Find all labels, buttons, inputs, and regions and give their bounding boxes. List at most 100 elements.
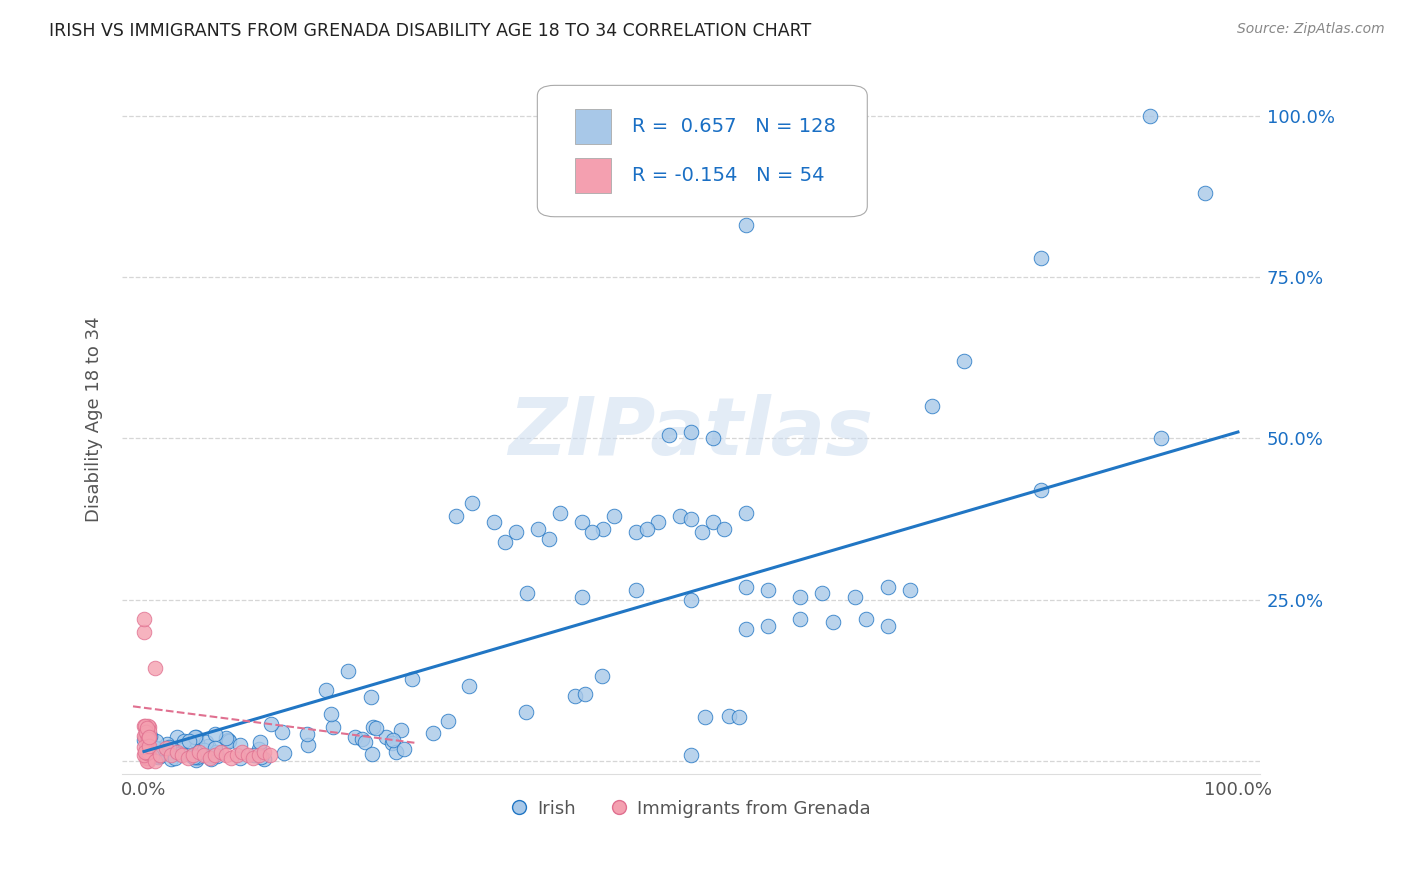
Point [658, 428, 681, 442]
Point [515, 705, 537, 719]
Point [166, 730, 188, 744]
Point [159, 740, 181, 755]
Point [679, 592, 702, 607]
Point [898, 583, 921, 598]
Point [218, 734, 240, 748]
FancyBboxPatch shape [575, 158, 612, 194]
Point [375, 730, 398, 744]
Point [138, 724, 160, 739]
Point [170, 747, 193, 761]
Point [823, 615, 845, 630]
Point [200, 752, 222, 766]
Point [647, 516, 669, 530]
Point [136, 746, 159, 760]
Point [581, 524, 603, 539]
Point [186, 750, 208, 764]
Point [198, 751, 221, 765]
Point [150, 740, 173, 755]
Point [136, 731, 159, 745]
Point [136, 732, 159, 747]
Point [179, 734, 201, 748]
Point [695, 710, 717, 724]
Point [229, 738, 252, 752]
Point [143, 660, 166, 674]
Point [204, 741, 226, 756]
Point [134, 729, 156, 743]
Point [322, 721, 344, 735]
Point [461, 496, 484, 510]
Point [603, 508, 626, 523]
Point [756, 618, 779, 632]
Point [574, 687, 596, 701]
Point [231, 745, 253, 759]
Point [679, 425, 702, 439]
Point [183, 750, 205, 764]
Point [204, 726, 226, 740]
Point [138, 732, 160, 747]
Point [184, 753, 207, 767]
Point [361, 719, 384, 733]
Point [364, 721, 387, 735]
Point [186, 736, 208, 750]
Point [215, 731, 238, 745]
Point [136, 746, 159, 760]
Text: IRISH VS IMMIGRANTS FROM GRENADA DISABILITY AGE 18 TO 34 CORRELATION CHART: IRISH VS IMMIGRANTS FROM GRENADA DISABIL… [49, 22, 811, 40]
Point [789, 590, 811, 604]
Point [176, 751, 198, 765]
FancyBboxPatch shape [575, 109, 612, 145]
Point [1139, 109, 1161, 123]
Point [159, 745, 181, 759]
Point [353, 735, 375, 749]
Point [134, 719, 156, 733]
Point [844, 590, 866, 604]
Point [135, 745, 157, 759]
Point [1029, 483, 1052, 497]
Point [855, 612, 877, 626]
Point [180, 749, 202, 764]
Point [319, 706, 342, 721]
Point [811, 586, 834, 600]
Point [159, 752, 181, 766]
Point [571, 590, 593, 604]
Point [361, 747, 384, 761]
Text: ZIPatlas: ZIPatlas [509, 394, 873, 472]
Point [876, 580, 898, 594]
Point [734, 622, 756, 636]
Point [155, 741, 177, 756]
Point [193, 743, 215, 757]
Point [571, 516, 593, 530]
Point [297, 738, 319, 752]
Point [205, 745, 228, 759]
Point [134, 733, 156, 747]
Point [249, 734, 271, 748]
Point [381, 733, 404, 747]
Point [186, 731, 208, 745]
Point [138, 731, 160, 746]
Point [1029, 251, 1052, 265]
Point [591, 669, 613, 683]
Point [253, 745, 276, 759]
Point [249, 750, 271, 764]
Point [132, 625, 155, 640]
Point [458, 680, 481, 694]
Point [186, 749, 208, 764]
Point [626, 583, 648, 598]
Point [138, 730, 160, 744]
Point [247, 747, 270, 762]
Point [197, 739, 219, 753]
Point [136, 727, 159, 741]
Point [134, 745, 156, 759]
Point [157, 740, 180, 755]
Point [217, 733, 239, 747]
Point [134, 739, 156, 754]
Point [271, 725, 294, 739]
Point [209, 745, 232, 759]
Point [734, 580, 756, 594]
Point [138, 730, 160, 744]
Point [564, 690, 586, 704]
Point [401, 672, 423, 686]
Point [734, 219, 756, 233]
Point [132, 747, 155, 762]
Point [135, 740, 157, 755]
Point [226, 747, 249, 762]
